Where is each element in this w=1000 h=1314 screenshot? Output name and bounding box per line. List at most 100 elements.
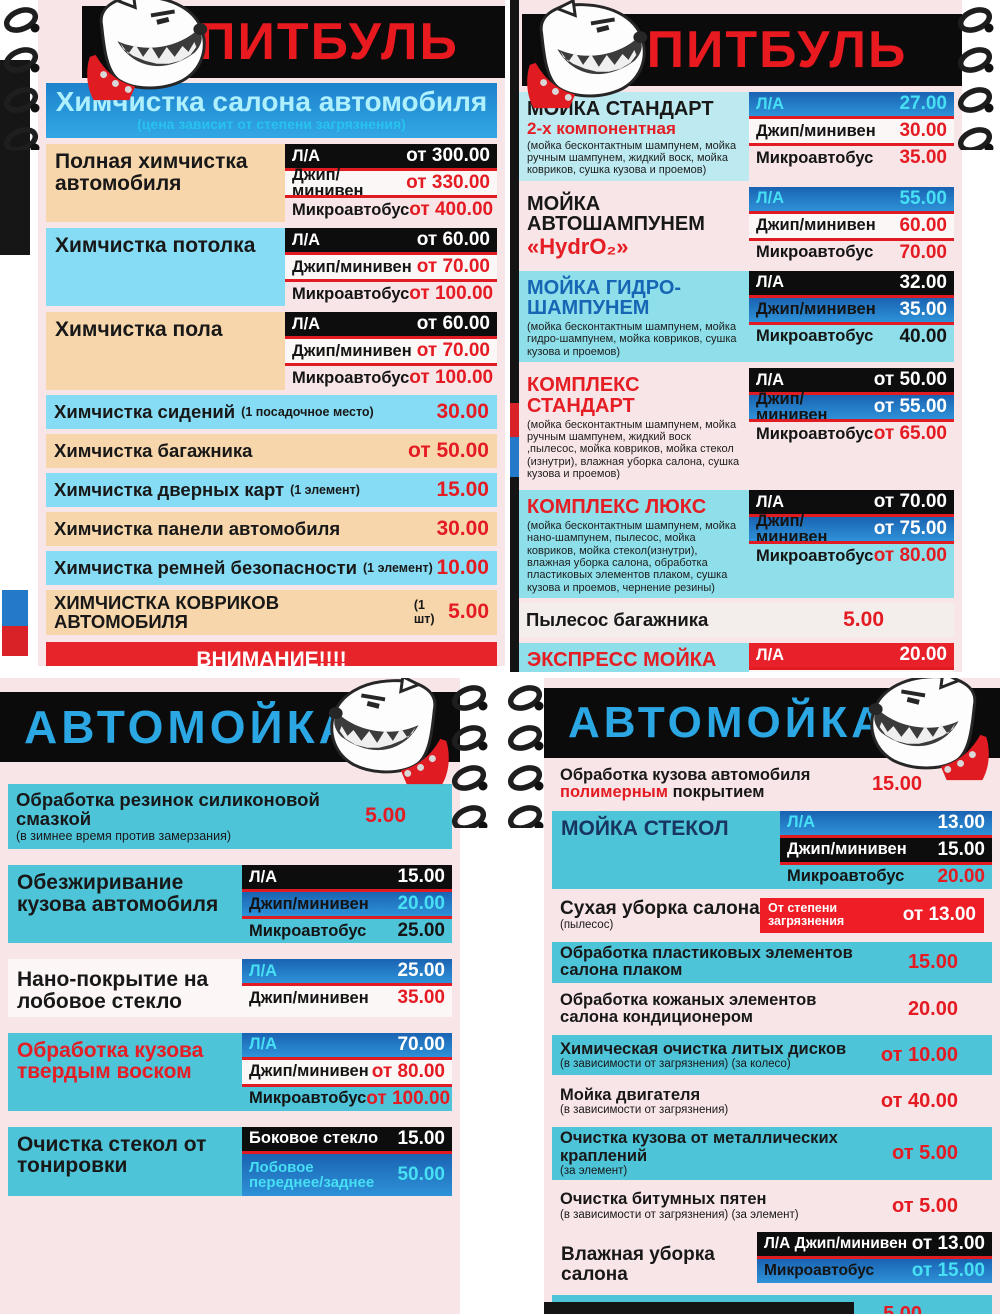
price: от 13.00 <box>902 904 976 926</box>
section-title: АВТОМОЙКА <box>24 701 356 753</box>
service-name: Химическая очистка литых дисков <box>560 1039 847 1058</box>
price-row: Микроавтобус от 400.00 <box>285 198 497 222</box>
price-table: Л/А 55.00 Джип/минивен 60.00 Микроавтобус 7… <box>749 186 954 265</box>
price-line: Очистка битумных пятен (в зависимости от … <box>552 1186 992 1226</box>
vehicle-type: Микроавтобус <box>787 867 905 886</box>
service-group: МОЙКА АВТОШАМПУНЕМ «HydrO₂» Л/А 55.00 Джи… <box>518 186 954 265</box>
price-line: Очистка кузова от металлических краплени… <box>552 1127 992 1180</box>
vehicle-type: Л/А <box>249 961 278 980</box>
service-name: Обработка кузова автомобиля <box>560 766 811 784</box>
service-name: Влажная уборка салона <box>561 1244 715 1285</box>
service-note: (1 шт) <box>413 598 435 627</box>
price: от 50.00 <box>408 439 489 462</box>
price-table: Л/А 70.00 Джип/минивен от 80.00 Микроавтоб… <box>242 1032 452 1111</box>
price-row: Микроавтобус от 100.00 <box>242 1087 452 1111</box>
service-group: Химчистка потолка Л/А от 60.00 Джип/минив… <box>46 228 497 306</box>
price: 5.00 <box>448 600 489 624</box>
price-row: Микроавтобус 35.00 <box>749 146 954 170</box>
vehicle-type: Микроавтобус <box>292 368 410 387</box>
service-name-band: ЭКСПРЕСС МОЙКА БЕЗ СУШКИ (мойка бесконта… <box>518 643 749 672</box>
price: от 80.00 <box>371 1060 445 1082</box>
divider <box>749 143 954 146</box>
divider <box>285 336 497 339</box>
vehicle-type: Л/А <box>292 314 321 333</box>
divider <box>749 514 954 518</box>
price: 60.00 <box>899 214 947 236</box>
price: 10.00 <box>436 556 489 579</box>
menu-page: ПИТБУЛЬ Химчистка салона автомобиля (цен… <box>38 0 505 666</box>
divider <box>242 888 452 892</box>
price-row: Л/А 20.00 <box>749 642 954 667</box>
price-row: Л/А 27.00 <box>749 92 954 116</box>
price: 50.00 <box>397 1163 445 1185</box>
service-subtitle: 2-х компонентная <box>527 118 676 138</box>
service-name: МОЙКА ГИДРО-ШАМПУНЕМ <box>527 276 682 320</box>
service-name-band: Влажная уборка салона <box>552 1232 757 1289</box>
price-row: Джип/минивен от 70.00 <box>285 255 497 279</box>
price: 32.00 <box>899 271 947 293</box>
divider <box>242 1056 452 1060</box>
price: от 13.00 <box>911 1233 985 1254</box>
price: 30.00 <box>436 400 489 423</box>
service-name-band: МОЙКА ГИДРО-ШАМПУНЕМ (мойка бесконтактны… <box>518 271 749 363</box>
price-row: Л/А 13.00 <box>780 810 992 835</box>
panel-wash-services: ПИТБУЛЬ МОЙКА СТАНДАРТ 2-х компонентная … <box>510 0 1000 672</box>
service-note: (1 элемент) <box>290 483 360 497</box>
price: от 70.00 <box>416 340 490 361</box>
price: от 300.00 <box>406 145 490 166</box>
service-name: Химчистка дверных карт <box>54 479 285 501</box>
price-line: Обработка кожаных элементов салона конди… <box>552 989 992 1030</box>
service-name: КОМПЛЕКС ЛЮКС <box>527 496 707 519</box>
price-row: Л/А 32.00 <box>749 270 954 295</box>
menu-page: ПИТБУЛЬ МОЙКА СТАНДАРТ 2-х компонентная … <box>510 0 962 672</box>
vehicle-type: Джип/минивен <box>249 894 369 913</box>
price: от 65.00 <box>873 423 947 445</box>
price-table: Л/А от 60.00 Джип/минивен от 70.00 Микроав… <box>285 228 497 306</box>
promo-notice: ВНИМАНИЕ!!!! При заказе полной химчистки… <box>46 641 497 666</box>
price-row: Л/А Джип/минивен от 13.00 <box>757 1232 992 1256</box>
price-table: Л/А от 70.00 Джип/минивен от 75.00 Микроав… <box>749 490 954 598</box>
vehicle-type: Микроавтобус <box>764 1262 875 1280</box>
divider <box>780 861 992 865</box>
price-table: Л/А Джип/минивен от 13.00 Микроавтобус от … <box>757 1232 992 1289</box>
price: 15.00 <box>871 772 922 795</box>
price: от 100.00 <box>366 1087 451 1109</box>
price: 35.00 <box>899 147 947 168</box>
service-description: (мойка бесконтактным шампунем, мойка руч… <box>527 139 737 177</box>
price-table: Л/А 25.00 Джип/минивен 35.00 <box>242 958 452 1017</box>
service-note: (за элемент) <box>560 1165 628 1177</box>
vehicle-type: Микроавтобус <box>249 921 367 940</box>
service-subtitle: «HydrO₂» <box>527 234 629 260</box>
price-row: Микроавтобус от 80.00 <box>749 544 954 568</box>
photo-edge-artifact <box>2 626 28 656</box>
price-line: Пылесос багажника 5.00 <box>518 602 954 637</box>
price-row: Л/А от 300.00 <box>285 144 497 168</box>
price: от 5.00 <box>892 1142 958 1165</box>
service-note: (в зависимости от загрязнения) (за колес… <box>560 1058 791 1071</box>
divider <box>242 1083 452 1087</box>
vehicle-type: Микроавтобус <box>249 1089 367 1108</box>
price-line: Химчистка ремней безопасности (1 элемент)… <box>46 551 497 585</box>
price: 15.00 <box>937 838 985 860</box>
vehicle-type: Боковое стекло <box>249 1129 379 1148</box>
condition-label: От степени загрязнения <box>768 900 845 929</box>
price-row: Микроавтобус от 100.00 <box>285 282 497 306</box>
divider <box>285 279 497 282</box>
price-row: Микроавтобус от 100.00 <box>285 366 497 390</box>
service-text: Химическая очистка литых дисков (в зависи… <box>560 1039 847 1071</box>
divider <box>285 252 497 255</box>
price-table: Л/А 27.00 Джип/минивен 30.00 Микроавтобус 3… <box>749 92 954 181</box>
price: от 75.00 <box>873 518 947 540</box>
price: 70.00 <box>899 241 947 263</box>
service-name-band: МОЙКА СТЕКОЛ <box>552 811 780 889</box>
service-name: Полная химчистка автомобиля <box>55 150 248 195</box>
section-title: АВТОМОЙКА <box>568 698 888 747</box>
price-line: Обработка кузова автомобиля полимерным п… <box>552 764 992 805</box>
price-row: Боковое стекло 15.00 <box>242 1126 452 1151</box>
pitbull-logo-icon <box>314 678 462 786</box>
service-group: КОМПЛЕКС ЛЮКС (мойка бесконтактным шампу… <box>518 490 954 598</box>
vehicle-type: Джип/минивен <box>292 257 412 276</box>
price-row: Л/А 55.00 <box>749 186 954 211</box>
spiral-binding <box>0 0 46 150</box>
divider <box>749 321 954 325</box>
